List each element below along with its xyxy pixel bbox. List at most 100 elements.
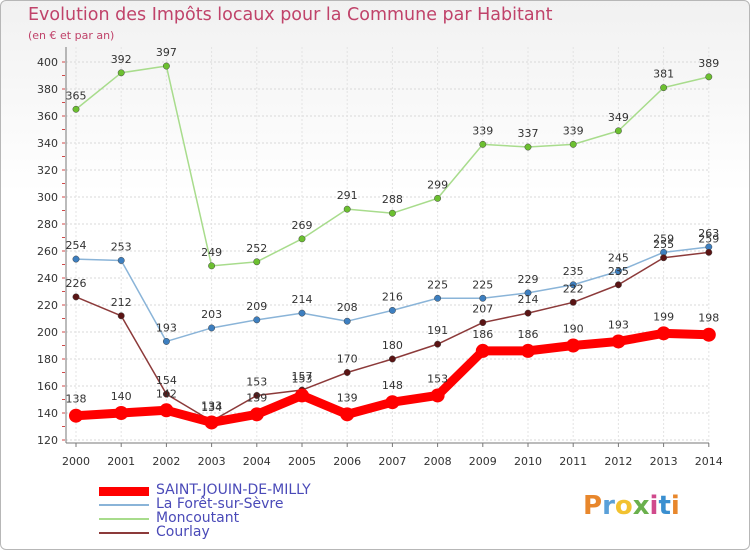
legend-swatch: [99, 518, 149, 520]
data-label-courlay: 222: [563, 282, 584, 295]
data-point-la-foret-sur-sevre: [569, 281, 577, 289]
data-point-moncoutant: [524, 143, 532, 151]
data-point-courlay: [614, 281, 622, 289]
legend-swatch: [99, 487, 149, 496]
data-label-courlay: 255: [653, 238, 674, 251]
x-tick-label: 2009: [469, 455, 497, 468]
data-point-moncoutant: [705, 73, 713, 81]
data-label-moncoutant: 337: [518, 127, 539, 140]
y-tick-label: 280: [37, 218, 58, 231]
data-point-courlay: [524, 309, 532, 317]
data-point-saint-jouin-de-milly: [159, 403, 174, 418]
legend-item: La Forêt-sur-Sèvre: [99, 496, 379, 513]
y-tick-label: 300: [37, 191, 58, 204]
legend-item: SAINT-JOUIN-DE-MILLY: [99, 482, 379, 499]
legend-item: Courlay: [99, 524, 379, 541]
y-tick-label: 140: [37, 407, 58, 420]
data-point-courlay: [343, 369, 351, 376]
data-point-saint-jouin-de-milly: [295, 388, 309, 403]
legend-label: Courlay: [156, 524, 210, 540]
data-point-moncoutant: [434, 194, 442, 202]
legend-swatch: [99, 504, 149, 506]
data-label-moncoutant: 291: [337, 189, 358, 202]
data-label-la-foret-sur-sevre: 229: [518, 273, 539, 286]
data-point-saint-jouin-de-milly: [566, 338, 581, 353]
data-point-courlay: [660, 254, 668, 262]
x-tick-label: 2004: [243, 455, 271, 468]
y-tick-label: 200: [37, 326, 58, 339]
data-label-la-foret-sur-sevre: 245: [608, 251, 629, 264]
data-point-saint-jouin-de-milly: [656, 326, 671, 341]
data-label-courlay: 214: [518, 293, 539, 306]
data-label-courlay: 153: [246, 375, 267, 388]
proxiti-logo: Proxiti: [583, 491, 680, 521]
data-point-courlay: [479, 319, 487, 326]
y-tick-label: 320: [37, 164, 58, 177]
data-label-saint-jouin-de-milly: 133: [201, 399, 222, 412]
data-label-saint-jouin-de-milly: 186: [518, 328, 539, 341]
data-label-la-foret-sur-sevre: 263: [698, 227, 719, 240]
data-point-la-foret-sur-sevre: [434, 294, 442, 302]
data-label-moncoutant: 365: [66, 89, 87, 102]
data-label-courlay: 154: [156, 374, 177, 387]
data-label-moncoutant: 269: [292, 219, 313, 232]
data-label-courlay: 191: [427, 324, 448, 337]
data-point-la-foret-sur-sevre: [524, 289, 532, 297]
data-point-saint-jouin-de-milly: [340, 407, 355, 422]
y-tick-label: 360: [37, 110, 58, 123]
x-tick-label: 2001: [107, 455, 135, 468]
y-tick-label: 160: [37, 380, 58, 393]
data-point-moncoutant: [208, 262, 216, 270]
data-label-saint-jouin-de-milly: 139: [337, 391, 358, 404]
data-label-saint-jouin-de-milly: 199: [653, 310, 674, 323]
logo-letter: x: [632, 491, 650, 521]
data-point-la-foret-sur-sevre: [72, 255, 80, 263]
logo-letter: i: [649, 491, 659, 521]
data-label-la-foret-sur-sevre: 193: [156, 321, 177, 334]
x-tick-label: 2012: [604, 455, 632, 468]
data-point-saint-jouin-de-milly: [701, 327, 716, 342]
data-point-courlay: [569, 298, 577, 306]
logo-letter: t: [658, 491, 671, 521]
data-point-courlay: [253, 392, 261, 399]
logo-letter: r: [602, 491, 615, 521]
data-point-moncoutant: [298, 235, 306, 243]
data-label-saint-jouin-de-milly: 140: [111, 390, 132, 403]
data-point-saint-jouin-de-milly: [611, 334, 626, 349]
data-label-la-foret-sur-sevre: 254: [66, 239, 87, 252]
data-point-saint-jouin-de-milly: [249, 407, 264, 422]
data-point-courlay: [117, 312, 125, 320]
data-label-moncoutant: 381: [653, 68, 674, 81]
data-point-saint-jouin-de-milly: [521, 343, 535, 358]
x-tick-label: 2005: [288, 455, 316, 468]
data-label-moncoutant: 252: [246, 242, 267, 255]
data-label-saint-jouin-de-milly: 148: [382, 379, 403, 392]
x-tick-label: 2003: [198, 455, 226, 468]
x-tick-label: 2008: [424, 455, 452, 468]
data-label-la-foret-sur-sevre: 209: [246, 300, 267, 313]
data-label-la-foret-sur-sevre: 225: [472, 278, 493, 291]
data-label-saint-jouin-de-milly: 193: [608, 318, 629, 331]
data-point-la-foret-sur-sevre: [479, 294, 487, 302]
data-point-moncoutant: [479, 140, 487, 148]
data-point-saint-jouin-de-milly: [69, 408, 83, 423]
data-label-courlay: 212: [111, 296, 132, 309]
y-tick-label: 120: [37, 434, 58, 447]
data-point-moncoutant: [569, 140, 577, 148]
data-label-courlay: 134: [201, 401, 222, 414]
data-label-moncoutant: 397: [156, 46, 177, 59]
legend-label: Moncoutant: [156, 510, 240, 526]
data-point-saint-jouin-de-milly: [114, 406, 129, 420]
data-point-courlay: [162, 390, 170, 398]
data-label-la-foret-sur-sevre: 253: [111, 240, 132, 253]
data-label-courlay: 226: [66, 277, 87, 290]
data-point-la-foret-sur-sevre: [298, 309, 306, 317]
data-label-la-foret-sur-sevre: 214: [292, 293, 313, 306]
data-point-courlay: [72, 293, 80, 301]
data-point-la-foret-sur-sevre: [162, 338, 170, 345]
data-label-moncoutant: 349: [608, 111, 629, 124]
logo-letter: i: [670, 491, 680, 521]
data-label-courlay: 180: [382, 339, 403, 352]
x-tick-label: 2002: [152, 455, 180, 468]
legend: SAINT-JOUIN-DE-MILLY La Forêt-sur-Sèvre Mo…: [99, 482, 379, 541]
